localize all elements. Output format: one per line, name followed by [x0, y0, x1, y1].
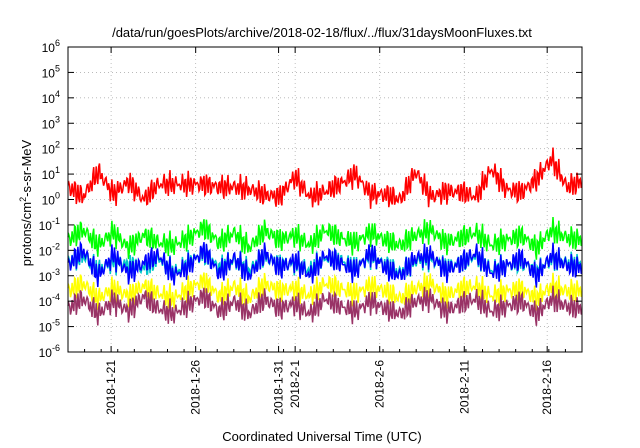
y-tick-exp: -4	[52, 292, 60, 302]
y-axis-label-base: protons/cm	[19, 202, 34, 266]
y-tick-exp: 4	[55, 89, 60, 99]
y-tick-label: 100	[42, 191, 60, 208]
y-tick-exp: 2	[55, 140, 60, 150]
y-tick-exp: 5	[55, 63, 60, 73]
y-tick-label: 103	[42, 114, 60, 131]
y-tick-base: 10	[39, 346, 53, 360]
y-tick-exp: 6	[55, 38, 60, 48]
x-tick-label: 2018-1-21	[104, 360, 118, 415]
y-tick-exp: 0	[55, 191, 60, 201]
y-tick-label: 102	[42, 140, 60, 157]
x-tick-label: 2018-1-31	[272, 360, 286, 415]
y-tick-base: 10	[42, 168, 56, 182]
x-tick-label: 2018-1-26	[189, 360, 203, 415]
y-tick-base: 10	[39, 270, 53, 284]
y-tick-base: 10	[39, 321, 53, 335]
x-tick-label: 2018-2-16	[540, 360, 554, 415]
y-tick-exp: -2	[52, 241, 60, 251]
y-tick-base: 10	[39, 244, 53, 258]
chart-title: /data/run/goesPlots/archive/2018-02-18/f…	[112, 25, 532, 40]
series-group	[67, 147, 583, 326]
y-tick-label: 10-5	[39, 318, 60, 335]
y-tick-exp: 1	[55, 165, 60, 175]
y-tick-base: 10	[42, 66, 56, 80]
y-tick-label: 10-3	[39, 267, 60, 284]
y-tick-exp: 3	[55, 114, 60, 124]
y-tick-base: 10	[42, 92, 56, 106]
y-tick-base: 10	[42, 41, 56, 55]
series-line	[67, 240, 583, 288]
y-tick-exp: -1	[52, 216, 60, 226]
y-tick-label: 104	[42, 89, 60, 106]
series-line	[67, 147, 583, 209]
x-axis-label: Coordinated Universal Time (UTC)	[222, 429, 421, 444]
y-tick-label: 106	[42, 38, 60, 55]
series-line	[67, 217, 583, 260]
y-axis-label-rest: -s-sr-MeV	[19, 139, 34, 196]
y-tick-label: 10-6	[39, 343, 60, 360]
y-tick-base: 10	[42, 117, 56, 131]
y-tick-label: 10-2	[39, 241, 60, 258]
y-tick-base: 10	[42, 143, 56, 157]
y-tick-label: 101	[42, 165, 60, 182]
y-tick-base: 10	[42, 194, 56, 208]
series-line	[67, 285, 583, 326]
y-tick-label: 10-1	[39, 216, 60, 233]
series-line	[67, 272, 583, 311]
y-tick-base: 10	[39, 219, 53, 233]
y-tick-base: 10	[39, 295, 53, 309]
x-ticks: 2018-1-21 2018-1-26 2018-1-31 2018-2-1 2018-…	[84, 47, 566, 415]
y-axis-label-sup: 2	[18, 197, 28, 202]
x-tick-label: 2018-2-11	[457, 360, 471, 414]
y-ticks: 10610510410310210110010-110-210-310-410-…	[39, 38, 582, 360]
x-tick-label: 2018-2-6	[373, 360, 387, 408]
x-tick-label: 2018-2-1	[288, 360, 302, 408]
y-tick-exp: -6	[52, 343, 60, 353]
y-tick-exp: -5	[52, 318, 60, 328]
y-tick-label: 10-4	[39, 292, 60, 309]
y-tick-label: 105	[42, 63, 60, 80]
y-tick-exp: -3	[52, 267, 60, 277]
y-axis-label: protons/cm2-s-sr-MeV	[18, 139, 34, 266]
